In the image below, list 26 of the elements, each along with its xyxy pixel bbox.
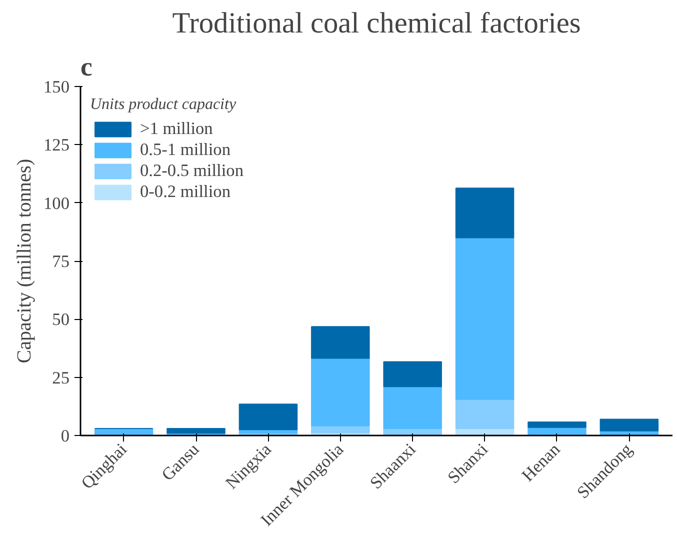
legend-label: >1 million — [140, 119, 213, 139]
bar — [455, 237, 514, 400]
y-tick-label: 150 — [44, 78, 70, 96]
legend-label: 0.5-1 million — [140, 140, 230, 160]
bar — [600, 418, 659, 432]
bar — [455, 398, 514, 430]
y-tick-label: 125 — [44, 136, 70, 155]
bar — [238, 404, 298, 430]
bar — [383, 361, 442, 388]
bar — [311, 326, 370, 359]
y-tick-label: 50 — [52, 310, 70, 330]
y-axis-title: Capacity (million tonnes) — [14, 158, 36, 364]
y-tick-label: 75 — [52, 252, 70, 271]
legend-label: 0-0.2 million — [140, 182, 230, 202]
y-tick-label: 25 — [52, 368, 70, 388]
bar — [383, 386, 442, 430]
y-tick-label: 0 — [60, 426, 70, 446]
chart-title: Troditional coal chemical factories — [172, 8, 581, 40]
y-tick-label: 100 — [44, 194, 70, 213]
legend-title: Units product capacity — [90, 96, 238, 114]
text: c — [80, 52, 92, 82]
legend-label: 0.2-0.5 million — [140, 161, 244, 181]
bar — [455, 188, 514, 238]
bar — [311, 358, 370, 426]
bar — [166, 428, 226, 434]
bar — [528, 422, 586, 428]
